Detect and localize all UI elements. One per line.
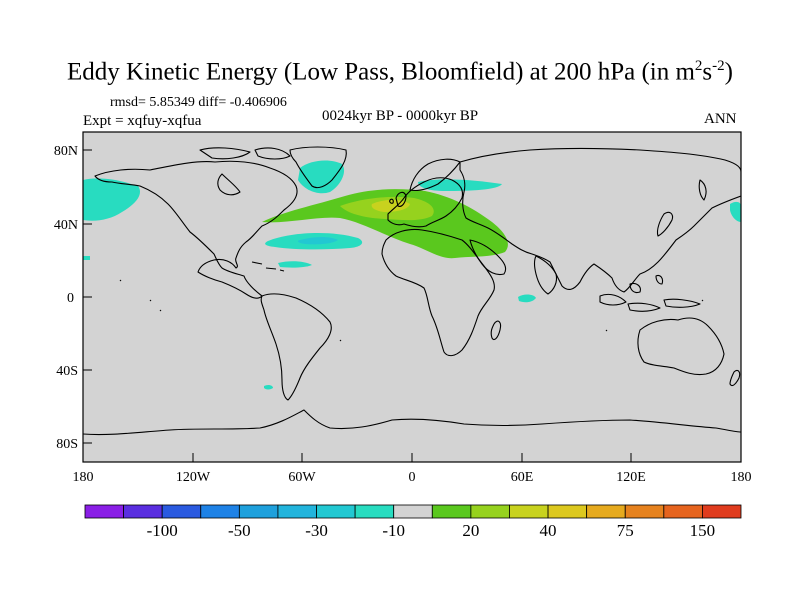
colorbar-swatch (393, 504, 433, 519)
period-label: 0024kyr BP - 0000kyr BP (322, 108, 479, 124)
colorbar-label: -100 (147, 521, 178, 540)
coastline-antarctica (83, 409, 741, 436)
coastline-arabia (469, 239, 507, 276)
coastline-hudson-bay (217, 173, 241, 196)
negative-anomaly-region (518, 294, 536, 303)
lon-tick-label: 60W (288, 470, 316, 485)
coastline-madagascar (490, 320, 502, 341)
lon-tick-label: 120E (616, 470, 646, 485)
coastlines (83, 146, 741, 436)
colorbar-swatch (161, 504, 202, 519)
colorbar-swatch (200, 504, 240, 519)
season-label: ANN (704, 111, 737, 127)
colorbar-swatch (431, 504, 472, 519)
negative-anomaly-region (730, 201, 741, 222)
coastline-caribbean (251, 261, 285, 272)
coastline-asia (459, 147, 741, 293)
coastline-new-zealand (729, 369, 741, 387)
negative-anomaly-region (298, 160, 345, 194)
colorbar-swatch (470, 504, 510, 519)
colorbar-swatch (277, 504, 317, 519)
map-background (83, 132, 741, 462)
negative-anomaly-region (264, 384, 273, 390)
coastline-indonesia (599, 274, 701, 312)
colorbar-swatch (663, 504, 703, 519)
lon-tick-label: 60E (511, 470, 534, 485)
coastline-africa (381, 228, 495, 357)
colorbar-swatch (316, 504, 356, 519)
coastline-india (533, 255, 558, 295)
negative-anomaly-region (83, 256, 90, 260)
colorbar-label: -10 (382, 521, 405, 540)
negative-core-region (297, 237, 338, 245)
colorbar-swatch (702, 504, 742, 519)
colorbar-label: -30 (305, 521, 328, 540)
lat-tick-label: 80S (56, 437, 78, 452)
stats-text: rmsd= 5.85349 diff= -0.406906 (110, 95, 287, 110)
coastline-japan (656, 211, 674, 237)
coastline-small-islands (119, 279, 704, 342)
colorbar-swatch (123, 504, 163, 519)
colorbar-label: -50 (228, 521, 251, 540)
coastline-britain (389, 191, 407, 207)
lat-tick-label: 80N (54, 144, 78, 159)
coastline-south-america (260, 293, 332, 401)
colorbar-swatch (547, 504, 588, 519)
colorbar-swatch (586, 504, 626, 519)
plot-title: Eddy Kinetic Energy (Low Pass, Bloomfiel… (67, 58, 733, 86)
negative-anomaly-region (278, 261, 312, 268)
colorbar-label: 40 (540, 521, 557, 540)
colorbar-label: 75 (617, 521, 634, 540)
negative-anomaly-region (83, 178, 141, 221)
colorbar-labels: -100 -50 -30 -10 20 40 75 150 (147, 521, 716, 540)
lat-tick-label: 40S (56, 364, 78, 379)
coastline-europe (387, 177, 464, 228)
colorbar-label: 20 (462, 521, 479, 540)
positive-anomaly-region (262, 189, 508, 259)
lon-tick-label: 120W (176, 470, 211, 485)
lon-tick-label: 180 (73, 470, 94, 485)
colorbar-swatch (238, 504, 279, 519)
colorbar-swatch (354, 504, 395, 519)
lat-tick-label: 0 (67, 291, 74, 306)
map-ticks (82, 149, 742, 462)
coastline-kamchatka (698, 179, 707, 201)
experiment-label: Expt = xqfuy-xqfua (83, 113, 202, 129)
negative-anomaly-region (418, 179, 502, 191)
coastline-australia (637, 317, 725, 376)
lat-tick-label: 40N (54, 218, 78, 233)
colorbar-swatch (624, 504, 665, 519)
coastline-greenland (289, 146, 347, 189)
anomaly-field (83, 160, 741, 390)
colorbar-swatch (509, 504, 549, 519)
colorbar-label: 150 (690, 521, 716, 540)
coastline-arctic-islands (199, 147, 291, 160)
lon-tick-label: 0 (409, 470, 416, 485)
colorbar-swatch (84, 504, 124, 519)
lon-tick-label: 180 (731, 470, 752, 485)
coastline-north-america (94, 160, 298, 299)
colorbar (84, 504, 742, 519)
